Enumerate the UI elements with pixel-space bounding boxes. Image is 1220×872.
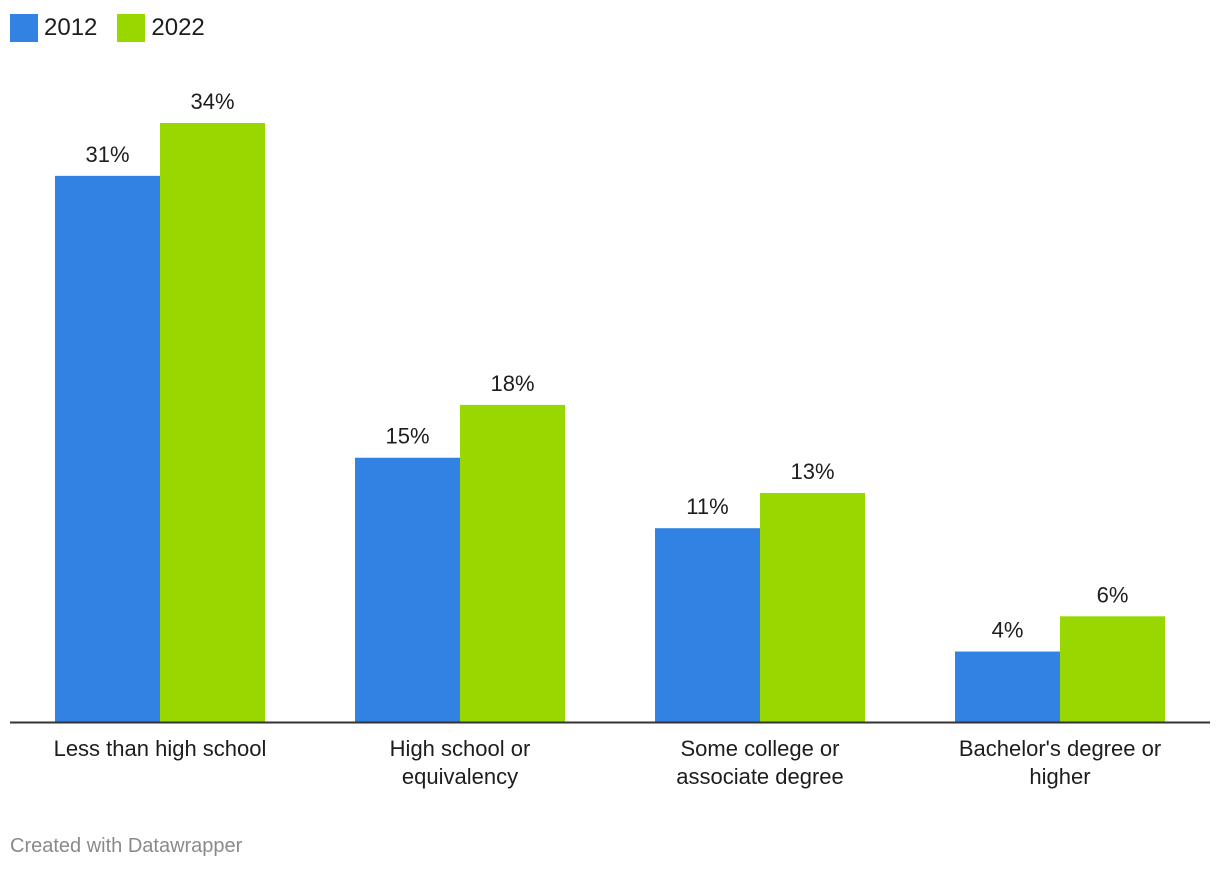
legend: 2012 2022 (10, 14, 225, 42)
legend-item-2012: 2012 (10, 14, 97, 42)
bar-2022-1 (160, 123, 265, 722)
bar-2012-1 (55, 175, 160, 723)
value-label-2012-2: 15% (385, 424, 429, 449)
category-label-line: associate degree (676, 764, 844, 789)
value-label-2022-1: 34% (190, 89, 234, 114)
value-label-2022-3: 13% (790, 459, 834, 484)
bar-2022-3 (760, 492, 865, 722)
category-label-3: Some college or associate degree (676, 736, 844, 789)
category-label-2: High school or equivalency (390, 736, 531, 789)
bar-2022-4 (1060, 616, 1165, 722)
bar-2012-4 (955, 651, 1060, 722)
category-label-line: Bachelor's degree or (959, 736, 1161, 761)
bar-2012-3 (655, 528, 760, 722)
bar-2012-2 (355, 457, 460, 722)
value-label-2012-1: 31% (85, 142, 129, 167)
category-label-4: Bachelor's degree or higher (959, 736, 1161, 789)
legend-item-2022: 2022 (117, 14, 205, 42)
legend-label-2022: 2022 (151, 14, 205, 41)
value-label-2012-4: 4% (992, 618, 1024, 643)
category-label-line: higher (1029, 764, 1090, 789)
value-label-2022-4: 6% (1097, 582, 1129, 607)
category-label-line: equivalency (402, 764, 518, 789)
footer-credit[interactable]: Created with Datawrapper (10, 835, 243, 857)
category-label-1: Less than high school (54, 736, 267, 761)
legend-label-2012: 2012 (44, 14, 98, 41)
bar-2022-2 (460, 404, 565, 722)
category-label-line: Less than high school (54, 736, 267, 761)
legend-swatch-2012 (10, 14, 38, 42)
value-label-2022-2: 18% (490, 371, 534, 396)
category-label-line: Some college or (681, 736, 840, 761)
category-label-line: High school or (390, 736, 531, 761)
legend-swatch-2022 (117, 14, 146, 42)
value-label-2012-3: 11% (686, 494, 728, 519)
